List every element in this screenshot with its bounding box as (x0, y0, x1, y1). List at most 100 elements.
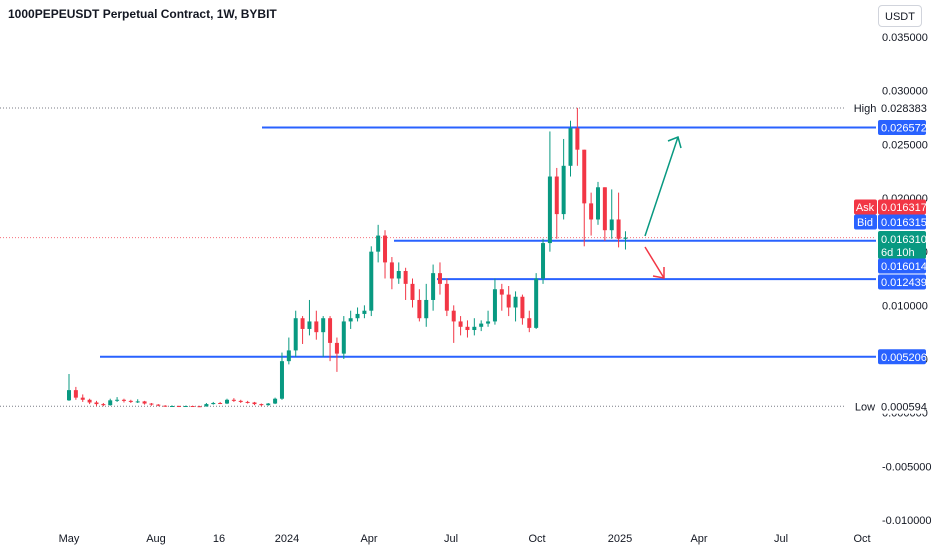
countdown-value: 6d 10h (881, 247, 915, 259)
candle-body (623, 237, 628, 239)
candle-body (163, 405, 168, 407)
y-tick-label: 0.010000 (882, 300, 928, 312)
currency-selector[interactable]: USDT (878, 5, 922, 27)
candle-body (451, 310, 456, 322)
bid-tag-value: 0.016315 (881, 217, 927, 229)
candle-body (218, 403, 223, 405)
candle-body (190, 406, 195, 408)
x-tick-label: 2024 (275, 533, 299, 545)
candle-body (575, 128, 580, 150)
level-tag-bg (878, 119, 926, 135)
level-tag-value: 0.012439 (881, 277, 927, 289)
candle-body (108, 400, 113, 406)
level-tag-value: 0.005206 (881, 352, 927, 364)
x-tick-label: Jul (444, 533, 458, 545)
up-arrow-head (667, 135, 682, 149)
candle-body (252, 402, 257, 405)
candle-body (389, 262, 394, 279)
candle-body (321, 318, 326, 333)
bid-tag-label-bg (854, 214, 877, 230)
candle-body (142, 401, 147, 404)
candle-body (396, 270, 401, 279)
ask-tag-value: 0.016317 (881, 202, 927, 214)
level-tag-bg (878, 274, 926, 290)
candle-body (225, 399, 230, 404)
candle-body (176, 406, 181, 408)
candle-body (94, 402, 99, 405)
x-tick-label: Apr (360, 533, 377, 545)
candle-body (231, 399, 236, 401)
candle-body (616, 219, 621, 239)
y-tick-label: 0.025000 (882, 139, 928, 151)
candle-body (541, 243, 546, 279)
x-tick-label: 2025 (608, 533, 632, 545)
level-tag-bg (878, 349, 926, 365)
candle-body (547, 176, 552, 244)
candle-body (582, 149, 587, 204)
candle-body (369, 251, 374, 311)
candle-body (286, 350, 291, 362)
candle-body (300, 318, 305, 329)
candle-body (101, 404, 106, 406)
candle-body (492, 289, 497, 322)
level-tag-bg (878, 258, 926, 274)
y-tick-label: 0.035000 (882, 32, 928, 44)
x-tick-label: Apr (690, 533, 707, 545)
candle-body (334, 342, 339, 354)
candle-body (149, 403, 154, 405)
candle-body (328, 318, 333, 343)
candle-body (293, 318, 298, 351)
level-tag-value: 0.016014 (881, 261, 927, 273)
candle-body (170, 406, 175, 408)
x-tick-label: Oct (528, 533, 545, 545)
x-tick-label: Aug (146, 533, 166, 545)
candle-body (362, 310, 367, 314)
candle-body (465, 326, 470, 331)
candle-body (67, 390, 71, 401)
ask-tag-bg (878, 199, 926, 215)
candle-body (602, 187, 607, 231)
candle-body (266, 403, 271, 406)
high-tag-bg (878, 100, 926, 116)
y-tick-label: -0.005000 (882, 461, 932, 473)
bid-tag-label: Bid (857, 217, 873, 229)
candle-body (595, 187, 600, 220)
candle-body (403, 270, 408, 284)
candle-body (273, 398, 278, 404)
candle-body (554, 176, 559, 215)
low-tag-label-bg (854, 398, 877, 414)
down-arrow-head (652, 267, 665, 279)
up-arrow-shaft (644, 136, 679, 237)
candle-body (156, 404, 161, 406)
candle-body (87, 399, 92, 403)
candle-body (314, 321, 319, 333)
candle-body (609, 219, 614, 231)
candle-body (238, 400, 243, 402)
candle-body (534, 278, 539, 328)
candle-body (431, 273, 436, 300)
candle-body (424, 299, 429, 319)
candle-body (348, 318, 353, 322)
down-arrow-shaft (644, 246, 665, 279)
high-tag-label: High (854, 103, 877, 115)
candle-body (73, 390, 78, 398)
low-tag-bg (878, 398, 926, 414)
level-tag-value: 0.026572 (881, 122, 927, 134)
candle-body (259, 404, 264, 406)
candle-body (376, 235, 381, 252)
candle-body (561, 165, 566, 215)
candle-body (513, 296, 518, 308)
x-tick-label: May (59, 533, 80, 545)
candle-body (197, 406, 202, 408)
candle-body (211, 403, 216, 405)
candle-body (589, 203, 594, 220)
candle-body (568, 128, 573, 166)
candle-body (355, 313, 360, 319)
x-tick-label: Oct (853, 533, 870, 545)
low-tag-value: 0.000594 (881, 401, 927, 413)
candle-body (458, 321, 463, 327)
candle-body (183, 406, 188, 408)
candle-body (279, 361, 284, 399)
candle-body (135, 401, 140, 403)
